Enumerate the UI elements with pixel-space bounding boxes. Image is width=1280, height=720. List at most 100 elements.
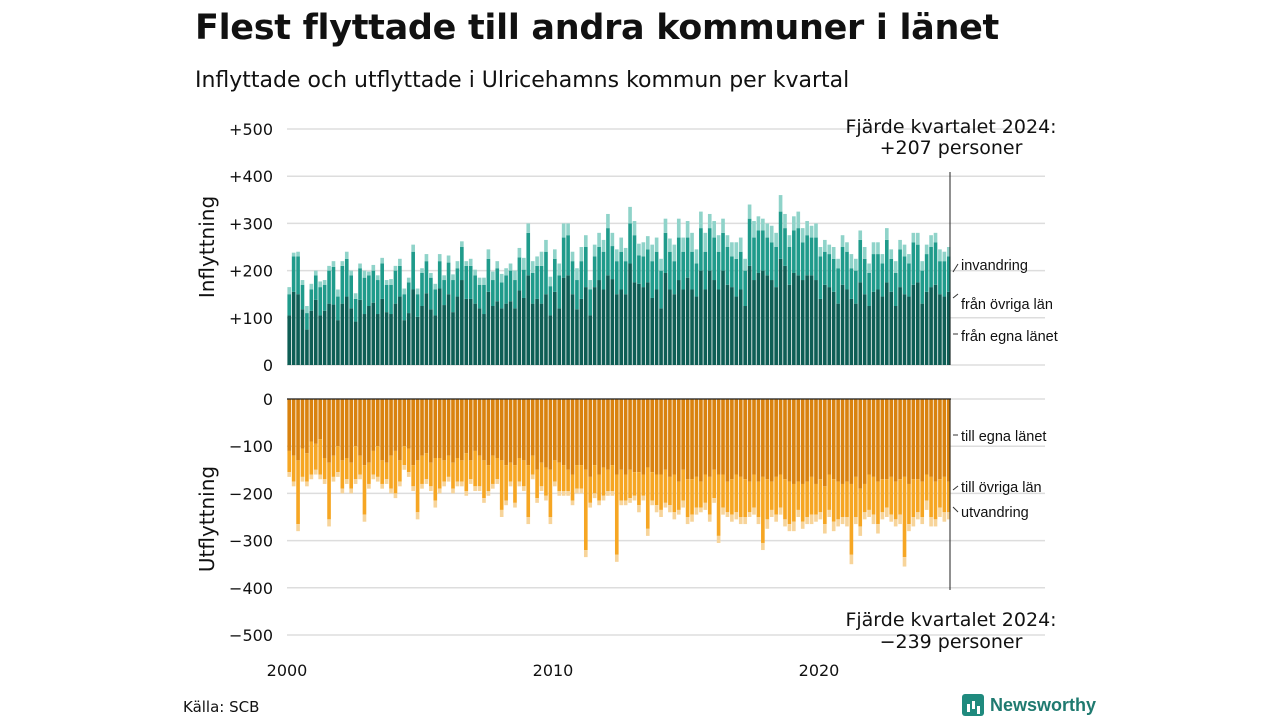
- bar-segment: [668, 289, 672, 365]
- bar-segment: [389, 455, 393, 489]
- bar-segment: [544, 495, 548, 501]
- bar-segment: [907, 483, 911, 525]
- bar-segment: [862, 512, 867, 520]
- bar-segment: [628, 206, 632, 224]
- bar-segment: [362, 314, 367, 365]
- bar-segment: [340, 261, 345, 266]
- bar-segment: [663, 232, 668, 273]
- bar-segment: [331, 261, 336, 267]
- bar-segment: [690, 399, 694, 480]
- bar-segment: [690, 479, 694, 515]
- bar-segment: [699, 228, 703, 271]
- bar-segment: [460, 481, 464, 487]
- bar-segment: [305, 399, 309, 454]
- bar-segment: [517, 290, 522, 365]
- bar-segment: [579, 261, 584, 299]
- bar-segment: [734, 474, 739, 513]
- bar-segment: [645, 236, 650, 250]
- bar-segment: [406, 448, 411, 473]
- bar-segment: [601, 495, 606, 501]
- bar-segment: [544, 239, 548, 252]
- bar-segment: [738, 237, 743, 252]
- bar-segment: [557, 491, 562, 496]
- bar-segment: [637, 283, 641, 365]
- bar-segment: [349, 308, 354, 365]
- bar-segment: [495, 301, 500, 365]
- bar-segment: [327, 303, 331, 365]
- bar-segment: [411, 399, 415, 466]
- bar-segment: [787, 235, 792, 247]
- bar-segment: [637, 505, 641, 513]
- bar-segment: [893, 519, 898, 527]
- bar-segment: [566, 399, 570, 470]
- bar-segment: [703, 502, 708, 510]
- bar-segment: [433, 289, 438, 316]
- bar-segment: [628, 263, 632, 365]
- bar-segment: [946, 399, 951, 482]
- bar-segment: [787, 399, 792, 482]
- bar-segment: [814, 237, 818, 281]
- bar-segment: [499, 282, 504, 309]
- bar-segment: [659, 258, 663, 271]
- bar-segment: [707, 514, 712, 522]
- bar-segment: [606, 491, 610, 496]
- bar-segment: [477, 277, 482, 285]
- bar-segment: [570, 500, 575, 506]
- bar-segment: [517, 481, 522, 487]
- bar-segment: [889, 476, 894, 515]
- bar-segment: [522, 486, 526, 492]
- bar-segment: [313, 299, 318, 365]
- bar-segment: [583, 399, 588, 470]
- bar-segment: [371, 474, 376, 480]
- bar-segment: [583, 469, 588, 551]
- bar-segment: [362, 277, 367, 315]
- bar-segment: [522, 257, 526, 270]
- brand-logo[interactable]: Newsworthy: [962, 694, 1096, 716]
- bar-segment: [504, 399, 508, 466]
- bar-segment: [597, 474, 601, 501]
- bar-segment: [756, 272, 761, 365]
- bar-segment: [769, 399, 774, 482]
- bar-segment: [898, 479, 902, 515]
- bar-segment: [929, 476, 933, 517]
- bar-segment: [552, 460, 557, 482]
- bar-segment: [792, 216, 796, 231]
- bar-segment: [583, 235, 588, 247]
- bar-segment: [486, 291, 491, 365]
- bar-segment: [460, 399, 464, 461]
- bar-segment: [544, 399, 548, 468]
- bar-segment: [477, 399, 482, 456]
- bar-segment: [827, 254, 832, 288]
- bar-segment: [473, 275, 477, 304]
- bar-segment: [884, 228, 889, 240]
- bar-segment: [933, 481, 938, 520]
- y-tick-label: 0: [263, 356, 273, 375]
- bar-segment: [778, 474, 783, 508]
- bar-segment: [336, 472, 340, 477]
- bar-segment: [734, 296, 739, 365]
- bar-segment: [871, 254, 876, 292]
- bar-segment: [681, 289, 686, 365]
- bar-segment: [623, 247, 628, 262]
- bar-segment: [712, 280, 716, 365]
- bar-segment: [296, 460, 300, 525]
- bar-segment: [557, 275, 562, 309]
- bar-segment: [946, 481, 951, 513]
- bar-segment: [902, 256, 907, 295]
- bar-segment: [389, 284, 393, 315]
- bar-segment: [349, 270, 354, 276]
- bar-segment: [530, 399, 535, 456]
- bar-segment: [778, 507, 783, 515]
- bar-segment: [814, 223, 818, 238]
- bar-segment: [761, 218, 765, 231]
- bar-segment: [747, 265, 752, 365]
- bar-segment: [858, 526, 863, 536]
- bar-segment: [406, 313, 411, 365]
- bar-segment: [309, 310, 314, 365]
- bar-segment: [783, 479, 787, 520]
- bar-segment: [893, 399, 898, 482]
- bar-segment: [291, 399, 296, 456]
- bar-segment: [415, 294, 420, 317]
- bar-segment: [597, 500, 601, 506]
- bar-segment: [367, 399, 371, 463]
